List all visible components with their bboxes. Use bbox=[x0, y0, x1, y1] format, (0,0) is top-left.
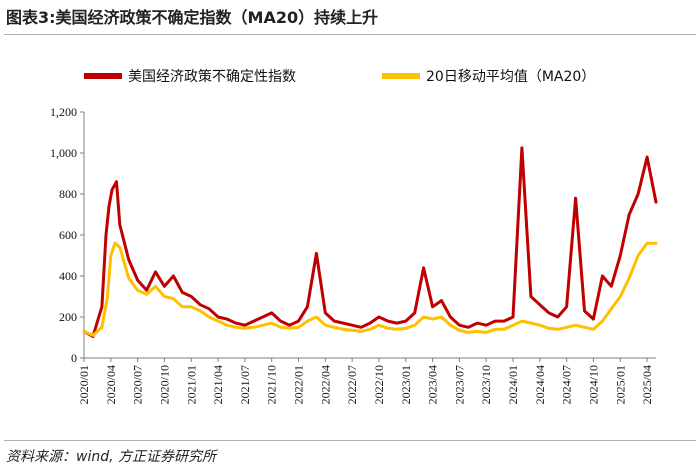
x-tick-label: 2023/04 bbox=[426, 365, 440, 404]
x-tick-label: 2022/04 bbox=[318, 365, 332, 404]
x-axis: 2020/01 2020/04 2020/07 2020/10 2021/01 2021/… bbox=[77, 357, 656, 404]
chart: 美国经济政策不确定性指数 20日移动平均值（MA20） 0 200 400 600 80… bbox=[50, 68, 658, 404]
x-tick-label: 2022/01 bbox=[292, 365, 306, 404]
figure-title: 图表3:美国经济政策不确定指数（MA20）持续上升 bbox=[6, 8, 379, 27]
x-tick-label: 2022/07 bbox=[345, 365, 359, 404]
x-tick-label: 2023/10 bbox=[479, 365, 493, 404]
y-tick-label: 0 bbox=[71, 351, 77, 365]
x-tick-label: 2020/04 bbox=[104, 365, 118, 404]
x-tick-label: 2024/04 bbox=[533, 365, 547, 404]
x-tick-label: 2023/01 bbox=[399, 365, 413, 404]
y-tick-label: 200 bbox=[59, 310, 77, 324]
x-tick-label: 2023/07 bbox=[452, 365, 466, 404]
y-tick-label: 1,000 bbox=[50, 146, 77, 160]
x-tick-label: 2020/07 bbox=[131, 365, 145, 404]
source-note: 资料来源：wind, 方正证券研究所 bbox=[6, 449, 216, 465]
x-tick-label: 2024/10 bbox=[586, 365, 600, 404]
y-tick-label: 1,200 bbox=[50, 105, 77, 119]
x-tick-label: 2021/10 bbox=[265, 365, 279, 404]
source-divider bbox=[4, 440, 696, 441]
series-layer bbox=[82, 146, 658, 338]
legend-label-ma20: 20日移动平均值（MA20） bbox=[426, 69, 595, 85]
legend-label-index: 美国经济政策不确定性指数 bbox=[128, 68, 296, 85]
y-tick-label: 800 bbox=[59, 187, 77, 201]
series-line-index bbox=[82, 146, 658, 338]
legend: 美国经济政策不确定性指数 20日移动平均值（MA20） bbox=[84, 68, 595, 85]
x-tick-label: 2021/04 bbox=[211, 365, 225, 404]
x-tick-label: 2021/01 bbox=[184, 365, 198, 404]
series-line-ma20 bbox=[82, 241, 658, 337]
y-axis: 0 200 400 600 800 1,000 1,200 bbox=[50, 105, 85, 365]
x-tick-label: 2020/01 bbox=[77, 365, 91, 404]
x-tick-label: 2025/01 bbox=[613, 365, 627, 404]
x-tick-label: 2021/07 bbox=[238, 365, 252, 404]
title-divider bbox=[4, 34, 696, 35]
x-tick-label: 2022/10 bbox=[372, 365, 386, 404]
y-tick-label: 600 bbox=[59, 228, 77, 242]
x-tick-label: 2025/04 bbox=[640, 365, 654, 404]
x-tick-label: 2024/07 bbox=[560, 365, 574, 404]
x-tick-label: 2024/01 bbox=[506, 365, 520, 404]
y-tick-label: 400 bbox=[59, 269, 77, 283]
x-tick-label: 2020/10 bbox=[157, 365, 171, 404]
